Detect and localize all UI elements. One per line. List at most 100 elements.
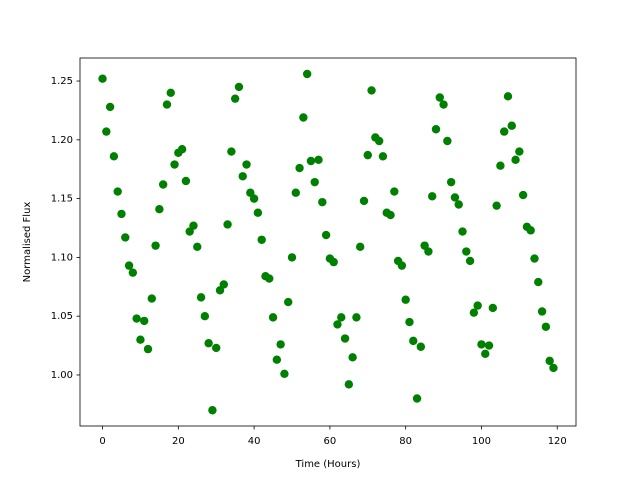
- point: [359, 196, 369, 206]
- point: [492, 201, 501, 210]
- point: [484, 341, 494, 350]
- point: [454, 200, 463, 209]
- point: [443, 136, 452, 146]
- axes-frame: [79, 57, 577, 427]
- point: [193, 242, 202, 252]
- point: [412, 394, 422, 403]
- point: [284, 297, 293, 307]
- point: [113, 187, 122, 196]
- point: [409, 336, 418, 346]
- point: [473, 301, 482, 310]
- point: [537, 307, 547, 316]
- point: [496, 161, 505, 170]
- point: [333, 320, 342, 329]
- point: [242, 160, 251, 169]
- point: [147, 294, 157, 303]
- point: [428, 192, 437, 201]
- point: [158, 180, 168, 189]
- point: [102, 127, 111, 136]
- point: [136, 335, 145, 344]
- point: [515, 147, 524, 156]
- point: [166, 88, 175, 98]
- point: [465, 256, 475, 266]
- point: [344, 380, 354, 389]
- point: [340, 334, 350, 343]
- point: [189, 221, 198, 230]
- point: [196, 293, 206, 302]
- point: [257, 235, 266, 244]
- point: [310, 177, 319, 187]
- point: [249, 194, 259, 203]
- point: [367, 86, 376, 95]
- point: [481, 349, 490, 359]
- point: [526, 226, 535, 235]
- point: [397, 261, 407, 270]
- point: [98, 74, 107, 83]
- point: [545, 356, 554, 366]
- point: [204, 339, 213, 348]
- point: [356, 242, 365, 252]
- point: [348, 353, 357, 362]
- point: [109, 152, 119, 161]
- point: [140, 316, 149, 326]
- point: [499, 127, 509, 136]
- point: [488, 303, 498, 313]
- point: [477, 340, 486, 349]
- point: [352, 313, 361, 322]
- point: [299, 113, 308, 122]
- point: [306, 156, 316, 166]
- y-tick-label: 1.15: [51, 194, 73, 205]
- point: [541, 322, 551, 331]
- point: [151, 241, 160, 250]
- point: [450, 193, 460, 202]
- point: [230, 94, 240, 103]
- point: [200, 311, 210, 321]
- x-tick-label: 100: [472, 436, 491, 447]
- point: [253, 208, 263, 217]
- x-tick-label: 40: [248, 436, 261, 447]
- point: [219, 280, 228, 289]
- point: [208, 406, 217, 415]
- y-tick-label: 1.25: [51, 76, 73, 87]
- y-tick-label: 1.05: [51, 311, 73, 322]
- point: [234, 82, 244, 92]
- point: [462, 247, 471, 256]
- point: [177, 145, 187, 154]
- point: [321, 230, 331, 240]
- point: [143, 344, 153, 354]
- point: [511, 155, 520, 165]
- point: [503, 92, 513, 101]
- point: [431, 125, 441, 134]
- point: [530, 254, 539, 263]
- point: [223, 220, 232, 229]
- point: [390, 187, 399, 196]
- point: [435, 93, 444, 102]
- point: [534, 277, 543, 287]
- point: [155, 204, 164, 214]
- point: [276, 340, 285, 349]
- point: [386, 210, 395, 220]
- point: [314, 155, 323, 165]
- point: [458, 227, 467, 236]
- point: [337, 313, 346, 322]
- point: [181, 176, 191, 186]
- x-tick-label: 20: [172, 436, 185, 447]
- y-axis-label: Normalised Flux: [22, 202, 33, 283]
- point: [280, 369, 289, 378]
- point: [170, 160, 179, 169]
- point: [268, 313, 278, 322]
- point: [318, 197, 327, 207]
- point: [265, 274, 274, 283]
- point: [238, 172, 247, 181]
- point: [105, 102, 115, 112]
- point: [287, 253, 297, 262]
- point: [291, 188, 300, 197]
- point: [128, 268, 138, 277]
- point: [272, 355, 282, 364]
- point: [401, 295, 410, 304]
- point: [416, 342, 426, 351]
- point: [507, 121, 516, 130]
- x-tick-label: 60: [324, 436, 337, 447]
